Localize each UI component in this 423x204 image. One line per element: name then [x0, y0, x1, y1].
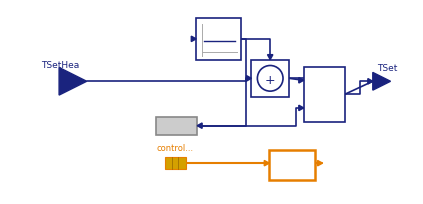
- Polygon shape: [191, 37, 196, 42]
- Polygon shape: [373, 73, 390, 91]
- Bar: [196, 19, 241, 60]
- Polygon shape: [264, 161, 269, 166]
- Bar: [165, 157, 187, 169]
- Text: TSet: TSet: [377, 63, 397, 72]
- Bar: [269, 151, 315, 180]
- Polygon shape: [299, 106, 304, 111]
- Bar: [156, 117, 197, 135]
- Text: control...: control...: [157, 144, 194, 153]
- Text: +: +: [265, 73, 275, 86]
- Polygon shape: [197, 123, 202, 129]
- Polygon shape: [318, 161, 322, 166]
- Polygon shape: [59, 68, 87, 96]
- Bar: [251, 60, 289, 98]
- Polygon shape: [267, 55, 273, 60]
- Polygon shape: [299, 78, 304, 84]
- Bar: [304, 68, 345, 122]
- Polygon shape: [247, 76, 251, 82]
- Polygon shape: [368, 79, 373, 85]
- Text: TSetHea: TSetHea: [41, 60, 80, 69]
